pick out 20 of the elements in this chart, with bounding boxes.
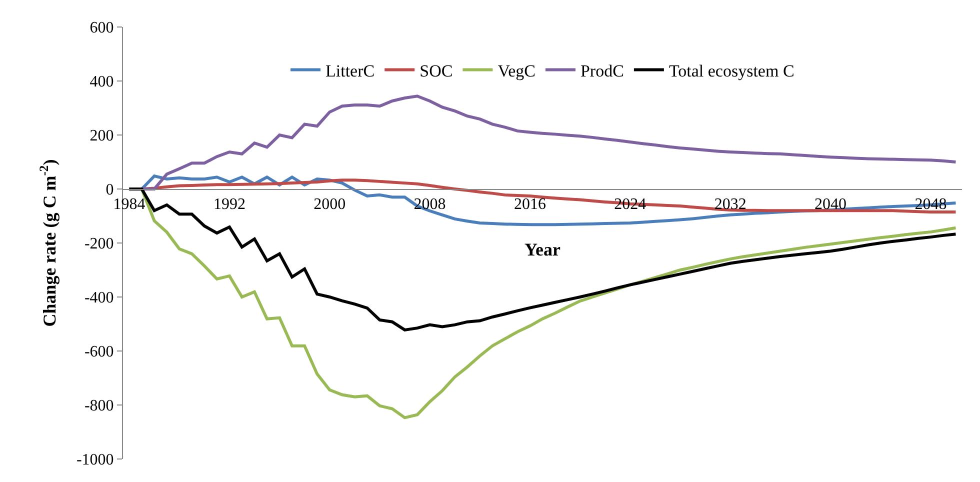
legend-label: ProdC: [580, 61, 624, 80]
y-tick-label: -200: [84, 236, 114, 253]
x-tick-label: 2016: [514, 196, 546, 214]
y-tick-label: 200: [90, 128, 114, 145]
y-tick-label: -600: [84, 344, 114, 361]
y-tick-label: -400: [84, 290, 114, 307]
x-tick-label: 2008: [414, 196, 446, 214]
y-tick-label: -1000: [76, 452, 114, 469]
legend-label: LitterC: [326, 61, 375, 80]
y-tick-label: 0: [106, 182, 114, 199]
y-tick-label: 400: [90, 74, 114, 91]
x-tick-label: 2000: [314, 196, 346, 214]
x-axis-title: Year: [524, 239, 560, 260]
x-tick-label: 1984: [113, 196, 146, 214]
x-tick-label: 1992: [213, 196, 246, 214]
legend-label: Total ecosystem C: [668, 61, 794, 80]
legend-label: SOC: [420, 61, 453, 80]
legend-label: VegC: [498, 61, 536, 80]
y-tick-label: -800: [84, 398, 114, 415]
y-tick-label: 600: [90, 20, 114, 37]
